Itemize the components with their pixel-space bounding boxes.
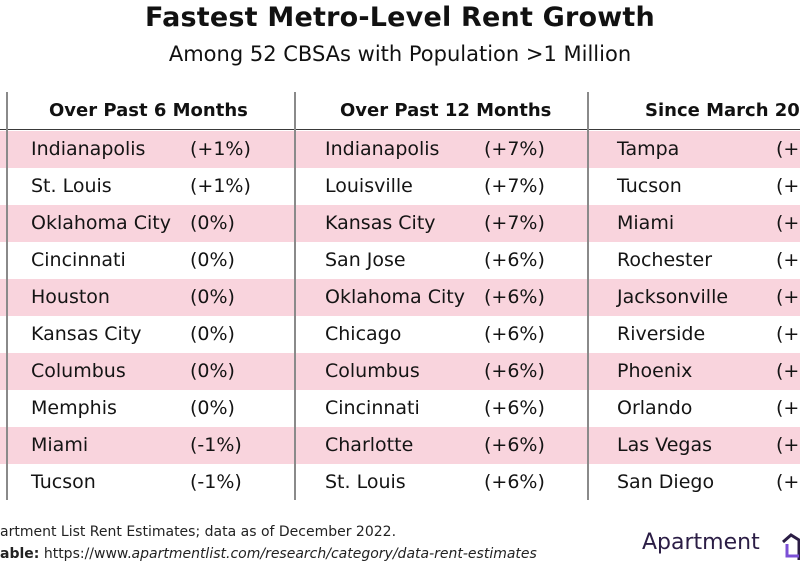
metro-name: Orlando — [617, 397, 693, 419]
metro-name: Charlotte — [325, 434, 414, 456]
growth-value: (+7%) — [484, 175, 545, 197]
table-row-band — [0, 427, 800, 464]
header-rule — [0, 129, 800, 130]
column-divider — [294, 92, 296, 500]
growth-value: (0%) — [190, 323, 235, 345]
metro-name: San Jose — [325, 249, 406, 271]
chart-title: Fastest Metro-Level Rent Growth — [145, 2, 655, 33]
data-url[interactable]: https://www.apartmentlist.com/research/c… — [44, 546, 537, 562]
table-row-band — [0, 205, 800, 242]
growth-value: (+ — [776, 434, 800, 456]
metro-name: St. Louis — [325, 471, 406, 493]
metro-name: Tucson — [31, 471, 96, 493]
growth-value: (+ — [776, 360, 800, 382]
metro-name: Jacksonville — [617, 286, 729, 308]
source-text: artment List Rent Estimates; data as of … — [0, 524, 397, 540]
metro-name: Riverside — [617, 323, 706, 345]
growth-value: (+7%) — [484, 212, 545, 234]
metro-name: Houston — [31, 286, 110, 308]
column-header-since-march: Since March 20 — [645, 100, 800, 121]
growth-value: (+ — [776, 249, 800, 271]
metro-name: Columbus — [31, 360, 126, 382]
metro-name: Chicago — [325, 323, 402, 345]
growth-value: (-1%) — [190, 434, 242, 456]
metro-name: Kansas City — [31, 323, 142, 345]
growth-value: (+6%) — [484, 360, 545, 382]
growth-value: (-1%) — [190, 471, 242, 493]
growth-value: (+6%) — [484, 397, 545, 419]
growth-value: (+6%) — [484, 323, 545, 345]
source-note: artment List Rent Estimates; data as of … — [0, 524, 396, 540]
metro-name: Miami — [31, 434, 89, 456]
metro-name: Tucson — [617, 175, 682, 197]
chart-subtitle: Among 52 CBSAs with Population >1 Millio… — [168, 42, 632, 66]
metro-name: San Diego — [617, 471, 715, 493]
data-url-prefix: https://www. — [43, 546, 132, 562]
metro-name: Memphis — [31, 397, 117, 419]
table-row-band — [0, 279, 800, 316]
column-header-6-months: Over Past 6 Months — [49, 100, 248, 121]
table-row-band — [0, 353, 800, 390]
metro-name: St. Louis — [31, 175, 112, 197]
table-row-band — [0, 131, 800, 168]
growth-value: (+ — [776, 212, 800, 234]
growth-value: (+ — [776, 397, 800, 419]
growth-value: (+7%) — [484, 138, 545, 160]
growth-value: (0%) — [190, 286, 235, 308]
metro-name: Indianapolis — [31, 138, 146, 160]
growth-value: (0%) — [190, 249, 235, 271]
metro-name: Tampa — [617, 138, 680, 160]
metro-name: Kansas City — [325, 212, 436, 234]
metro-name: Columbus — [325, 360, 420, 382]
column-divider — [6, 92, 8, 500]
metro-name: Indianapolis — [325, 138, 440, 160]
apartment-list-logo-text: Apartment — [642, 530, 760, 555]
metro-name: Miami — [617, 212, 675, 234]
metro-name: Oklahoma City — [31, 212, 171, 234]
growth-value: (+ — [776, 323, 800, 345]
data-url-path: apartmentlist.com/research/category/data… — [131, 546, 537, 562]
available-label: able: — [0, 546, 40, 562]
data-link-note: able: https://www.apartmentlist.com/rese… — [0, 546, 537, 562]
metro-name: Phoenix — [617, 360, 693, 382]
growth-value: (+6%) — [484, 286, 545, 308]
growth-value: (+ — [776, 175, 800, 197]
metro-name: Cincinnati — [325, 397, 420, 419]
growth-value: (+6%) — [484, 471, 545, 493]
growth-value: (+6%) — [484, 434, 545, 456]
metro-name: Cincinnati — [31, 249, 126, 271]
growth-value: (+1%) — [190, 138, 251, 160]
growth-value: (+ — [776, 138, 800, 160]
metro-name: Rochester — [617, 249, 712, 271]
growth-value: (0%) — [190, 397, 235, 419]
metro-name: Las Vegas — [617, 434, 712, 456]
growth-value: (0%) — [190, 212, 235, 234]
rent-growth-table: Over Past 6 Months Over Past 12 Months S… — [0, 92, 800, 502]
growth-value: (+ — [776, 471, 800, 493]
metro-name: Oklahoma City — [325, 286, 465, 308]
column-header-12-months: Over Past 12 Months — [340, 100, 552, 121]
house-logo-icon — [782, 533, 800, 560]
metro-name: Louisville — [325, 175, 413, 197]
column-divider — [587, 92, 589, 500]
growth-value: (0%) — [190, 360, 235, 382]
growth-value: (+1%) — [190, 175, 251, 197]
growth-value: (+6%) — [484, 249, 545, 271]
growth-value: (+ — [776, 286, 800, 308]
